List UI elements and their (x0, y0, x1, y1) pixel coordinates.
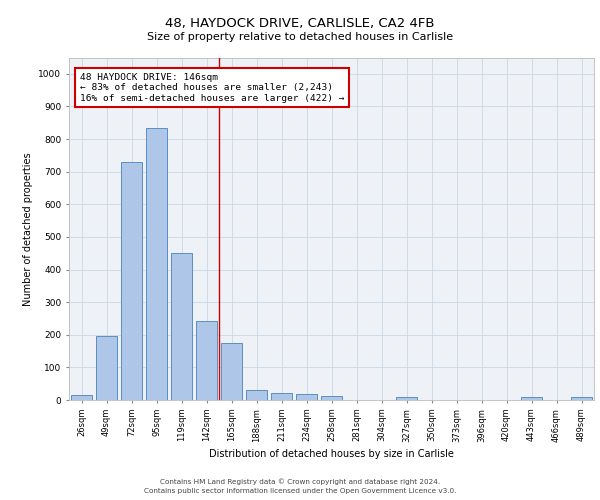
Text: 48 HAYDOCK DRIVE: 146sqm
← 83% of detached houses are smaller (2,243)
16% of sem: 48 HAYDOCK DRIVE: 146sqm ← 83% of detach… (79, 73, 344, 102)
Bar (221, 343, 242, 400)
Y-axis label: Number of detached properties: Number of detached properties (23, 152, 33, 306)
Bar (521, 396, 542, 400)
Bar (171, 253, 192, 400)
Text: Size of property relative to detached houses in Carlisle: Size of property relative to detached ho… (147, 32, 453, 42)
Bar (196, 320, 217, 400)
Bar (321, 396, 342, 400)
Bar (296, 394, 317, 400)
Bar (396, 398, 417, 400)
Text: Contains HM Land Registry data © Crown copyright and database right 2024.
Contai: Contains HM Land Registry data © Crown c… (144, 478, 456, 494)
Text: 48, HAYDOCK DRIVE, CARLISLE, CA2 4FB: 48, HAYDOCK DRIVE, CARLISLE, CA2 4FB (165, 18, 435, 30)
Bar (71, 395, 92, 400)
Bar (271, 393, 292, 400)
Bar (146, 128, 167, 400)
Bar (246, 390, 267, 400)
Bar (121, 162, 142, 400)
X-axis label: Distribution of detached houses by size in Carlisle: Distribution of detached houses by size … (209, 448, 454, 458)
Bar (96, 336, 117, 400)
Bar (571, 398, 592, 400)
